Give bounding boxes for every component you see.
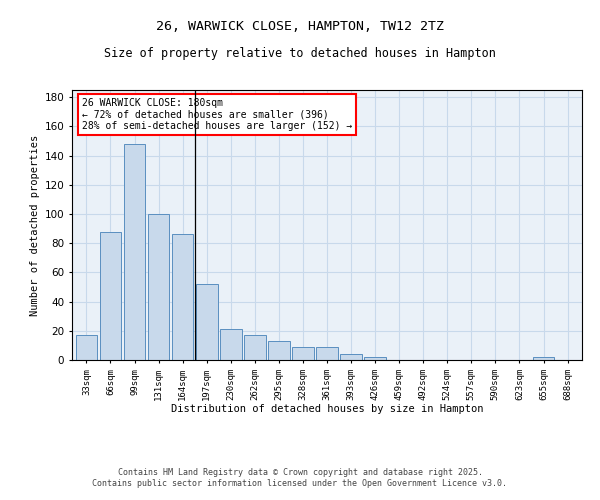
X-axis label: Distribution of detached houses by size in Hampton: Distribution of detached houses by size … [171,404,483,414]
Bar [148,214,169,360]
Bar [196,284,218,360]
Bar [220,330,242,360]
Text: Contains HM Land Registry data © Crown copyright and database right 2025.
Contai: Contains HM Land Registry data © Crown c… [92,468,508,487]
Bar [533,357,554,360]
Text: Size of property relative to detached houses in Hampton: Size of property relative to detached ho… [104,48,496,60]
Bar [124,144,145,360]
Bar [340,354,362,360]
Text: 26, WARWICK CLOSE, HAMPTON, TW12 2TZ: 26, WARWICK CLOSE, HAMPTON, TW12 2TZ [156,20,444,33]
Bar [244,335,266,360]
Bar [100,232,121,360]
Bar [316,347,338,360]
Y-axis label: Number of detached properties: Number of detached properties [31,134,40,316]
Bar [364,357,386,360]
Bar [76,335,97,360]
Bar [292,347,314,360]
Bar [268,341,290,360]
Text: 26 WARWICK CLOSE: 180sqm
← 72% of detached houses are smaller (396)
28% of semi-: 26 WARWICK CLOSE: 180sqm ← 72% of detach… [82,98,352,132]
Bar [172,234,193,360]
